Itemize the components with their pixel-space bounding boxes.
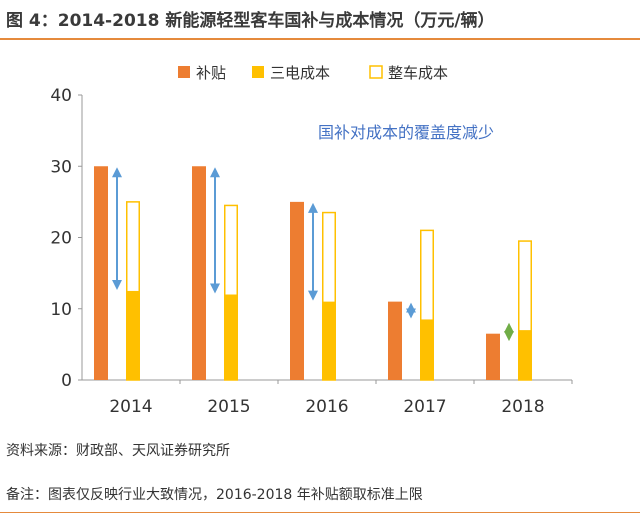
y-tick-label: 10 [50,300,72,320]
bars [94,166,532,381]
remark-note: 备注：图表仅反映行业大致情况，2016-2018 年补贴额取标准上限 [6,487,423,503]
legend-label-subsidy: 补贴 [196,64,226,82]
coverage-arrows [112,167,514,342]
bar-battery-cost [224,294,238,380]
source-note: 资料来源：财政部、天风证券研究所 [6,443,230,459]
y-tick-label: 30 [50,157,72,177]
bar-subsidy [486,333,500,380]
coverage-annotation: 国补对成本的覆盖度减少 [318,123,494,142]
bar-subsidy [388,301,402,380]
x-tick-label: 2017 [403,397,446,417]
y-tick-label: 20 [50,229,72,249]
axes: 0 10 20 30 40 2014 2015 2016 2017 2018 [50,86,573,417]
bar-battery-cost [126,290,140,380]
legend-swatch-battery [252,66,264,78]
bottom-divider [0,512,640,513]
y-tick-label: 0 [61,371,72,391]
bar-subsidy [94,166,108,380]
y-tick-label: 40 [50,86,72,106]
legend-swatch-subsidy [178,66,190,78]
x-tick-label: 2018 [501,397,544,417]
bar-battery-cost [518,330,532,380]
page-title: 图 4：2014-2018 新能源轻型客车国补与成本情况（万元/辆） [6,11,495,31]
bar-subsidy [192,166,206,380]
bar-battery-cost [322,301,336,380]
x-tick-label: 2015 [207,397,250,417]
legend-swatch-vehicle [369,65,383,79]
bar-chart: 补贴 三电成本 整车成本 国补对成本的覆盖度减少 0 10 20 30 40 2014 20… [50,64,573,417]
legend-label-battery: 三电成本 [270,64,330,82]
legend: 补贴 三电成本 整车成本 [178,64,448,82]
x-tick-label: 2016 [305,397,348,417]
bar-battery-cost [420,319,434,380]
title-divider [0,38,640,40]
bar-subsidy [290,201,304,380]
x-tick-label: 2014 [109,397,152,417]
legend-label-vehicle: 整车成本 [388,64,448,82]
